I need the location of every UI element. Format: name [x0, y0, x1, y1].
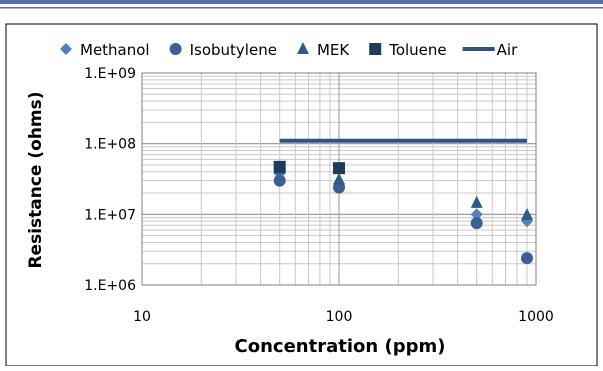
- legend-swatch-isobutylene: [169, 43, 182, 55]
- y-tick-label: 1.E+08: [84, 137, 136, 153]
- top-rule: [0, 0, 603, 4]
- x-tick-label: 100: [326, 309, 353, 325]
- x-tick-label: 1000: [518, 309, 554, 325]
- legend: Methanol Isobutylene MEK Toluene Air: [60, 41, 518, 59]
- point-methanol: [470, 208, 483, 221]
- data-series: [273, 138, 533, 265]
- y-tick-label: 1.E+09: [84, 66, 136, 82]
- y-axis-title: Resistance (ohms): [26, 91, 46, 268]
- point-mek: [333, 172, 345, 185]
- point-toluene: [333, 162, 345, 175]
- top-rule-thin: [0, 7, 603, 9]
- legend-label-isobutylene: Isobutylene: [190, 41, 277, 59]
- point-mek: [470, 195, 483, 208]
- point-isobutylene: [470, 217, 483, 230]
- y-tick-label: 1.E+07: [84, 207, 136, 223]
- legend-swatch-mek: [296, 42, 309, 54]
- legend-label-methanol: Methanol: [80, 41, 150, 59]
- legend-label-toluene: Toluene: [388, 41, 446, 59]
- legend-label-air: Air: [497, 41, 518, 59]
- point-toluene: [273, 160, 286, 173]
- plot-area-border: [141, 72, 537, 286]
- point-mek: [520, 207, 533, 220]
- point-isobutylene: [520, 252, 533, 265]
- y-tick-label: 1.E+06: [84, 278, 136, 294]
- x-axis-title: Concentration (ppm): [235, 336, 446, 357]
- legend-label-mek: MEK: [317, 41, 350, 59]
- point-isobutylene: [273, 174, 286, 187]
- tick-labels: 1.E+06 1.E+07 1.E+08 1.E+09 10 100 1000: [84, 66, 554, 325]
- x-tick-label: 10: [133, 309, 151, 325]
- legend-swatch-toluene: [369, 43, 382, 55]
- legend-swatch-methanol: [60, 43, 72, 55]
